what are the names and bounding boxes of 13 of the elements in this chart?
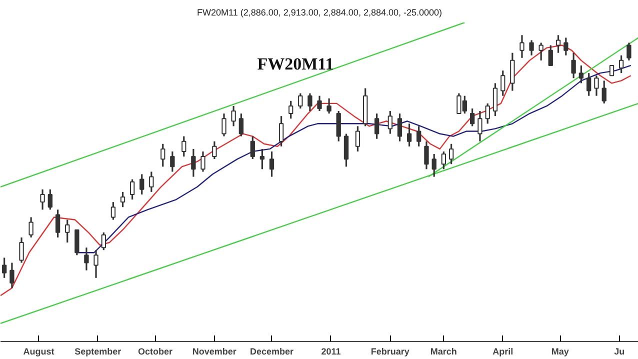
x-tick-label: 2011	[321, 346, 341, 356]
chart-subtitle: FW20M11 (2,886.00, 2,913.00, 2,884.00, 2,884.00, -25.0000)	[197, 8, 442, 18]
x-tick-label: September	[74, 346, 122, 356]
text: FW20M11	[257, 54, 334, 74]
x-tick-label: August	[23, 346, 54, 356]
x-tick-label: April	[492, 346, 514, 356]
x-tick-label: Ju	[614, 346, 625, 356]
x-tick-label: November	[192, 346, 237, 356]
x-tick-label: May	[551, 346, 569, 356]
x-tick-label: October	[138, 346, 173, 356]
x-tick-label: December	[250, 346, 294, 356]
x-tick-label: March	[430, 346, 457, 356]
x-tick-label: February	[370, 346, 410, 356]
